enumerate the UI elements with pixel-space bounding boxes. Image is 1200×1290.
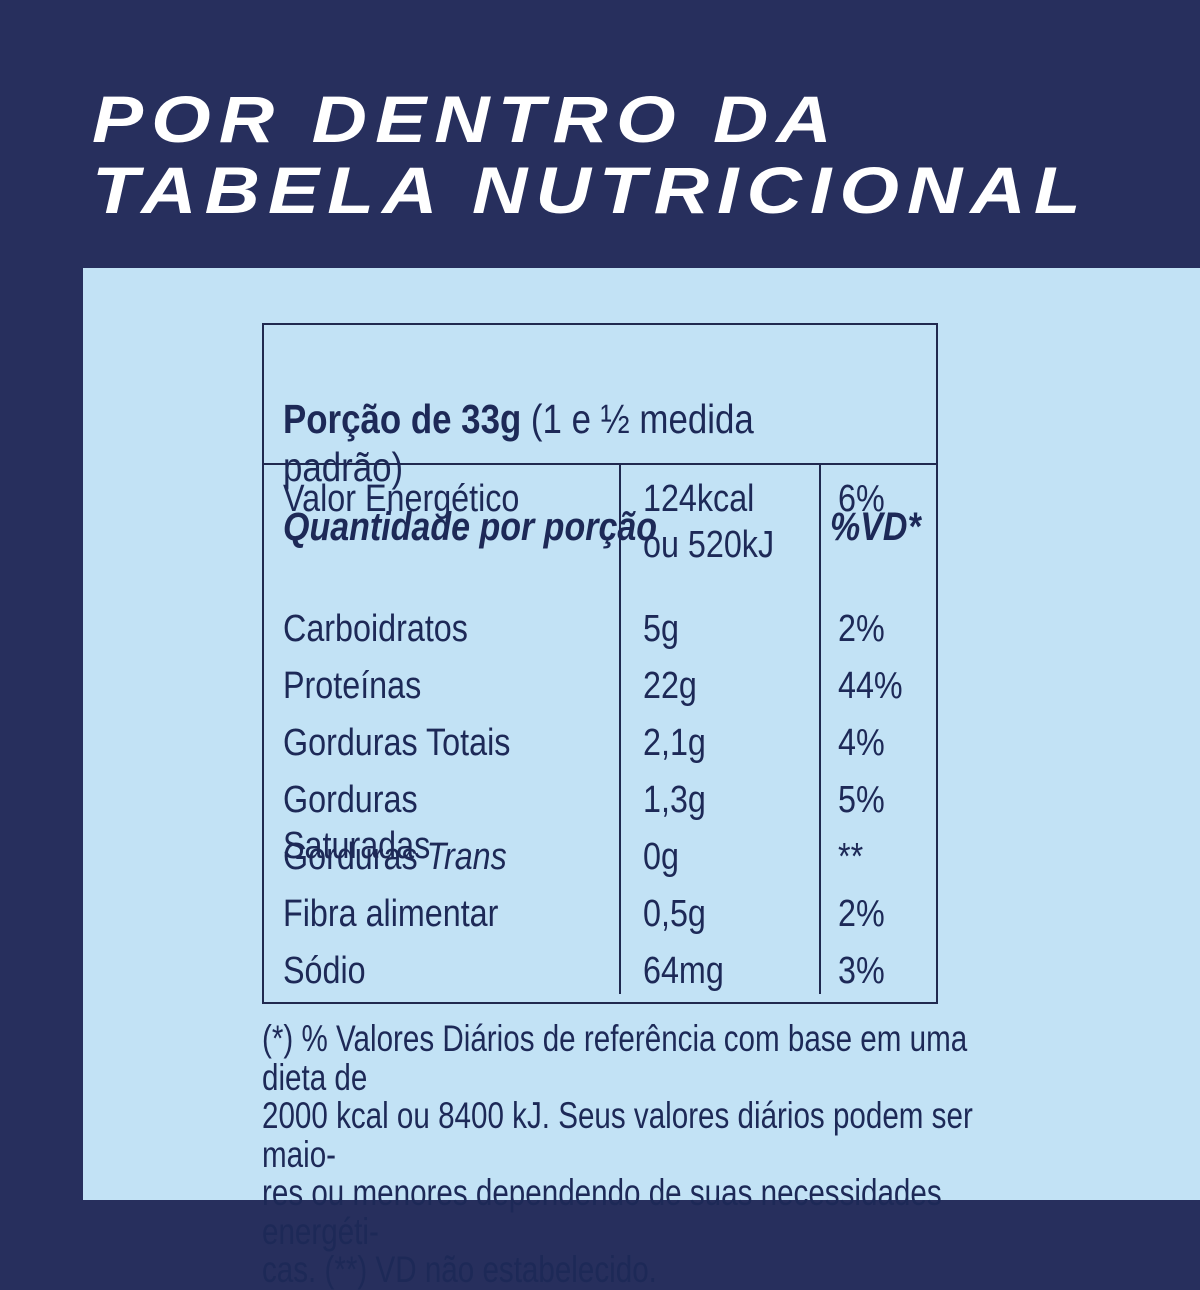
nutrient-dv: 2%	[819, 880, 936, 937]
page-title-line1: POR DENTRO DA	[92, 82, 840, 156]
nutrient-name: Fibra alimentar	[283, 893, 499, 935]
nutrition-table-body: Valor Energético 124kcal ou 520kJ 6% Car…	[264, 465, 936, 1002]
page-title-line2: TABELA NUTRICIONAL	[92, 153, 1089, 227]
footnote: (*) % Valores Diários de referência com …	[262, 1018, 1200, 1290]
nutrient-value: 0g	[619, 823, 819, 880]
nutrient-dv: 4%	[819, 709, 936, 766]
column-header-row: Quantidade por porção %VD*	[283, 505, 921, 550]
nutrient-value: 0,5g	[619, 880, 819, 937]
nutrient-name: Sódio	[283, 950, 366, 992]
quantity-column-header: Quantidade por porção	[283, 505, 658, 549]
nutrient-value: 2,1g	[619, 709, 819, 766]
serving-size-line: Porção de 33g (1 e ½ medida padrão)	[283, 347, 921, 491]
nutrient-value: 22g	[619, 652, 819, 709]
nutrient-value: 64mg	[619, 937, 819, 994]
dv-column-header: %VD*	[830, 505, 921, 549]
nutrient-dv: 3%	[819, 937, 936, 994]
footnote-line: 2000 kcal ou 8400 kJ. Seus valores diári…	[262, 1095, 973, 1175]
serving-size-label: Porção de 33g	[283, 396, 522, 442]
nutrient-dv: 5%	[819, 766, 936, 823]
content-panel: Porção de 33g (1 e ½ medida padrão) Quan…	[83, 268, 1200, 1289]
nutrient-value: 124kcal ou 520kJ	[619, 465, 819, 595]
nutrient-name: Carboidratos	[283, 608, 468, 650]
nutrient-dv: 44%	[819, 652, 936, 709]
footnote-line: cas. (**) VD não estabelecido.	[262, 1249, 657, 1290]
nutrient-dv: 2%	[819, 595, 936, 652]
footnote-line: res ou menores dependendo de suas necess…	[262, 1172, 942, 1252]
nutrient-dv: 6%	[819, 465, 936, 595]
nutrient-name: Gorduras Totais	[283, 722, 511, 764]
page-title: POR DENTRO DA TABELA NUTRICIONAL	[92, 84, 1089, 226]
nutrition-table-header: Porção de 33g (1 e ½ medida padrão) Quan…	[264, 325, 936, 549]
nutrition-table: Porção de 33g (1 e ½ medida padrão) Quan…	[262, 323, 938, 1004]
nutrient-dv: **	[819, 823, 936, 880]
nutrient-name: Gorduras Trans	[283, 836, 507, 878]
nutrient-name: Proteínas	[283, 665, 422, 707]
nutrient-value: 5g	[619, 595, 819, 652]
footnote-line: (*) % Valores Diários de referência com …	[262, 1018, 968, 1098]
nutrient-value: 1,3g	[619, 766, 819, 823]
nutrient-name: Valor Energético	[283, 478, 520, 520]
serving-size-note: (1 e ½ medida padrão)	[283, 396, 754, 490]
nutrient-name: Gorduras Saturadas	[283, 779, 431, 867]
